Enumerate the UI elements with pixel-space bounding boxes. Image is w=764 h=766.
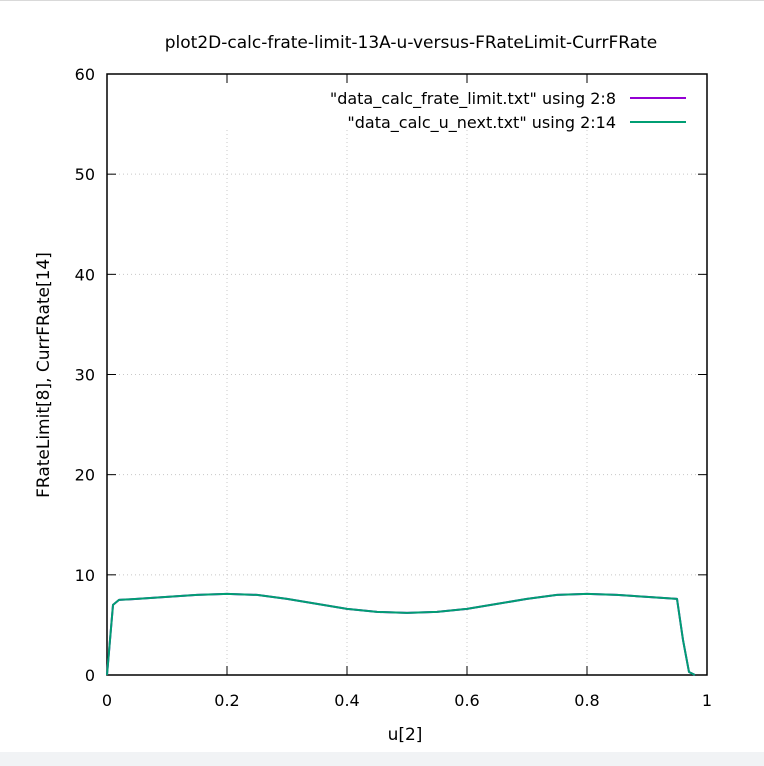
series-lines	[106, 592, 696, 676]
bottom-band	[0, 752, 764, 766]
y-tick-label: 30	[75, 366, 95, 385]
grid-lines	[107, 128, 707, 675]
x-tick-label: 0.2	[214, 691, 239, 710]
x-tick-label: 0	[102, 691, 112, 710]
y-tick-label: 10	[75, 566, 95, 585]
top-divider	[0, 0, 764, 1]
y-tick-label: 50	[75, 165, 95, 184]
y-tick-label: 40	[75, 265, 95, 284]
chart-title: plot2D-calc-frate-limit-13A-u-versus-FRa…	[165, 33, 658, 53]
legend-entry-u-next: "data_calc_u_next.txt" using 2:14	[347, 113, 616, 133]
legend: "data_calc_frate_limit.txt" using 2:8 "d…	[330, 89, 686, 133]
y-tick-label: 0	[85, 666, 95, 685]
x-tick-label: 0.8	[574, 691, 599, 710]
x-tick-label: 0.4	[334, 691, 359, 710]
legend-entry-frate-limit: "data_calc_frate_limit.txt" using 2:8	[330, 89, 616, 109]
y-tick-label: 60	[75, 65, 95, 84]
y-axis-label: FRateLimit[8], CurrFRate[14]	[34, 252, 54, 498]
series-line-0	[106, 592, 696, 676]
x-axis-label: u[2]	[388, 725, 423, 745]
y-tick-label: 20	[75, 466, 95, 485]
series-line-1	[106, 592, 696, 676]
x-tick-label: 1	[702, 691, 712, 710]
x-tick-label: 0.6	[454, 691, 479, 710]
